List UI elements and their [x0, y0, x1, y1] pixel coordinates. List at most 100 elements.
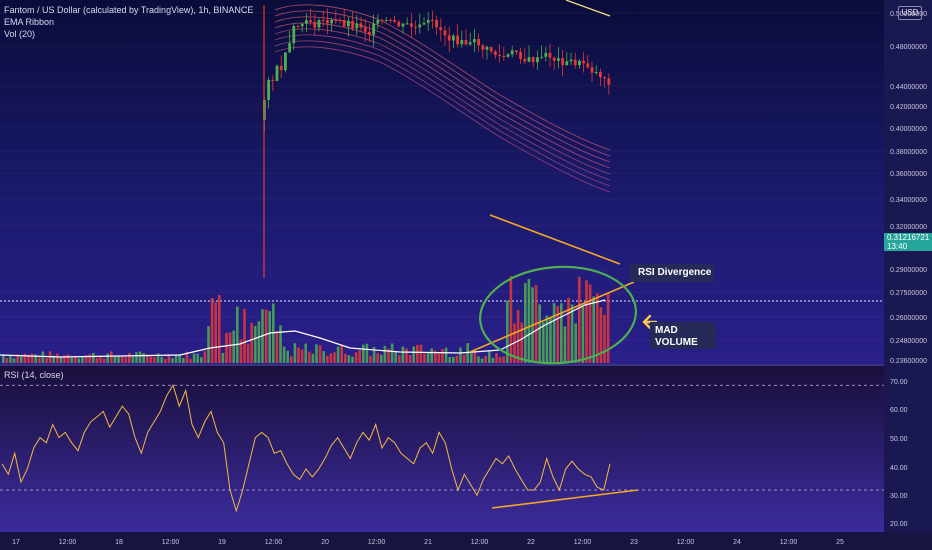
ema-ribbon-label[interactable]: EMA Ribbon	[4, 17, 55, 27]
volume-bar	[556, 306, 559, 363]
volume-bar	[329, 353, 333, 363]
volume-bar	[606, 293, 610, 363]
volume-bar	[372, 346, 376, 363]
volume-bar	[225, 332, 228, 363]
bar-countdown: 13:40	[887, 242, 908, 251]
candle-body	[435, 20, 438, 28]
candle-body	[347, 20, 350, 27]
time-tick-label: 12:00	[574, 539, 592, 546]
volume-bar	[416, 344, 419, 363]
candle-body	[359, 23, 363, 28]
candle-body	[477, 39, 480, 46]
volume-bar	[185, 351, 189, 363]
candle-body	[439, 27, 443, 31]
volume-bar	[592, 296, 595, 363]
rsi-tick-label: 20.00	[890, 521, 908, 528]
candle-body	[410, 23, 413, 27]
volume-bar	[246, 343, 250, 363]
volume-bar	[81, 357, 84, 363]
candle-body	[552, 57, 556, 61]
candle-body	[309, 20, 312, 22]
volume-bar	[27, 355, 30, 363]
volume-bar	[135, 352, 138, 363]
candle-body	[305, 20, 308, 24]
volume-bar	[232, 330, 235, 363]
volume-bar	[567, 297, 570, 363]
volume-bar	[448, 356, 451, 363]
candle-body	[590, 67, 594, 73]
volume-label[interactable]: Vol (20)	[4, 29, 36, 39]
volume-bar	[142, 353, 145, 363]
volume-bar	[527, 279, 531, 363]
time-tick-label: 12:00	[265, 539, 283, 546]
volume-bar	[56, 353, 59, 363]
currency-badge[interactable]: USD	[898, 6, 922, 20]
volume-bar	[585, 280, 588, 363]
volume-bar	[452, 356, 455, 363]
rsi-legend[interactable]: RSI (14, close)	[4, 370, 64, 380]
candle-body	[292, 25, 296, 44]
time-tick-label: 23	[630, 539, 638, 546]
ema-ribbon-line	[274, 10, 611, 157]
chart-legend: Fantom / US Dollar (calculated by Tradin…	[4, 4, 253, 40]
symbol-title[interactable]: Fantom / US Dollar (calculated by Tradin…	[4, 5, 254, 15]
candle-body	[485, 46, 489, 50]
candle-body	[607, 78, 611, 85]
volume-bar	[437, 352, 441, 363]
rsi-line	[1, 383, 611, 513]
mad-volume-label[interactable]: MAD VOLUME	[650, 322, 716, 349]
candle-body	[594, 72, 598, 74]
volume-bar	[300, 349, 304, 363]
volume-bar	[509, 276, 513, 363]
volume-bar	[106, 353, 109, 363]
volume-bar	[38, 357, 41, 363]
volume-bar	[552, 303, 556, 363]
candle-body	[418, 24, 422, 28]
volume-bar	[383, 345, 387, 363]
volume-bar	[444, 347, 448, 363]
time-tick-label: 12:00	[677, 539, 695, 546]
volume-bar	[113, 355, 117, 363]
volume-bar	[221, 352, 225, 363]
volume-bar	[77, 358, 81, 363]
volume-bar	[16, 354, 19, 363]
candle-body	[515, 50, 518, 53]
candle-body	[557, 58, 560, 61]
volume-bar	[308, 351, 311, 363]
candle-body	[506, 54, 510, 57]
time-tick-label: 12:00	[162, 539, 180, 546]
volume-bar	[315, 344, 318, 363]
volume-bar	[74, 356, 77, 363]
price-tick-label: 0.48000000	[890, 44, 927, 51]
candle-body	[456, 35, 459, 45]
volume-bar	[171, 358, 174, 363]
volume-bar	[412, 346, 415, 363]
rsi-divergence-label[interactable]: RSI Divergence	[630, 264, 714, 282]
candle-body	[321, 20, 325, 21]
volume-bar	[243, 308, 246, 363]
candle-body	[586, 63, 590, 68]
volume-bar	[146, 354, 149, 363]
volume-bar	[466, 343, 469, 363]
volume-bar	[520, 322, 523, 363]
candle-body	[498, 55, 501, 57]
volume-bar	[441, 349, 444, 363]
price-tick-label: 0.32000000	[890, 224, 927, 231]
volume-bar	[365, 343, 369, 363]
current-price-tag: 0.31216721 13:40	[884, 233, 932, 251]
price-tick-label: 0.50000000	[890, 11, 927, 18]
candle-body	[422, 22, 426, 25]
volume-bar	[174, 355, 178, 363]
volume-ma-line	[0, 299, 606, 358]
candle-body	[355, 23, 359, 29]
candle-body	[384, 20, 388, 21]
candle-body	[363, 27, 367, 32]
candle-body	[338, 20, 342, 21]
candle-body	[443, 30, 447, 36]
rsi-tick-label: 50.00	[890, 436, 908, 443]
price-tick-label: 0.34000000	[890, 197, 927, 204]
volume-bar	[200, 357, 203, 363]
current-price-value: 0.31216721	[887, 233, 930, 242]
